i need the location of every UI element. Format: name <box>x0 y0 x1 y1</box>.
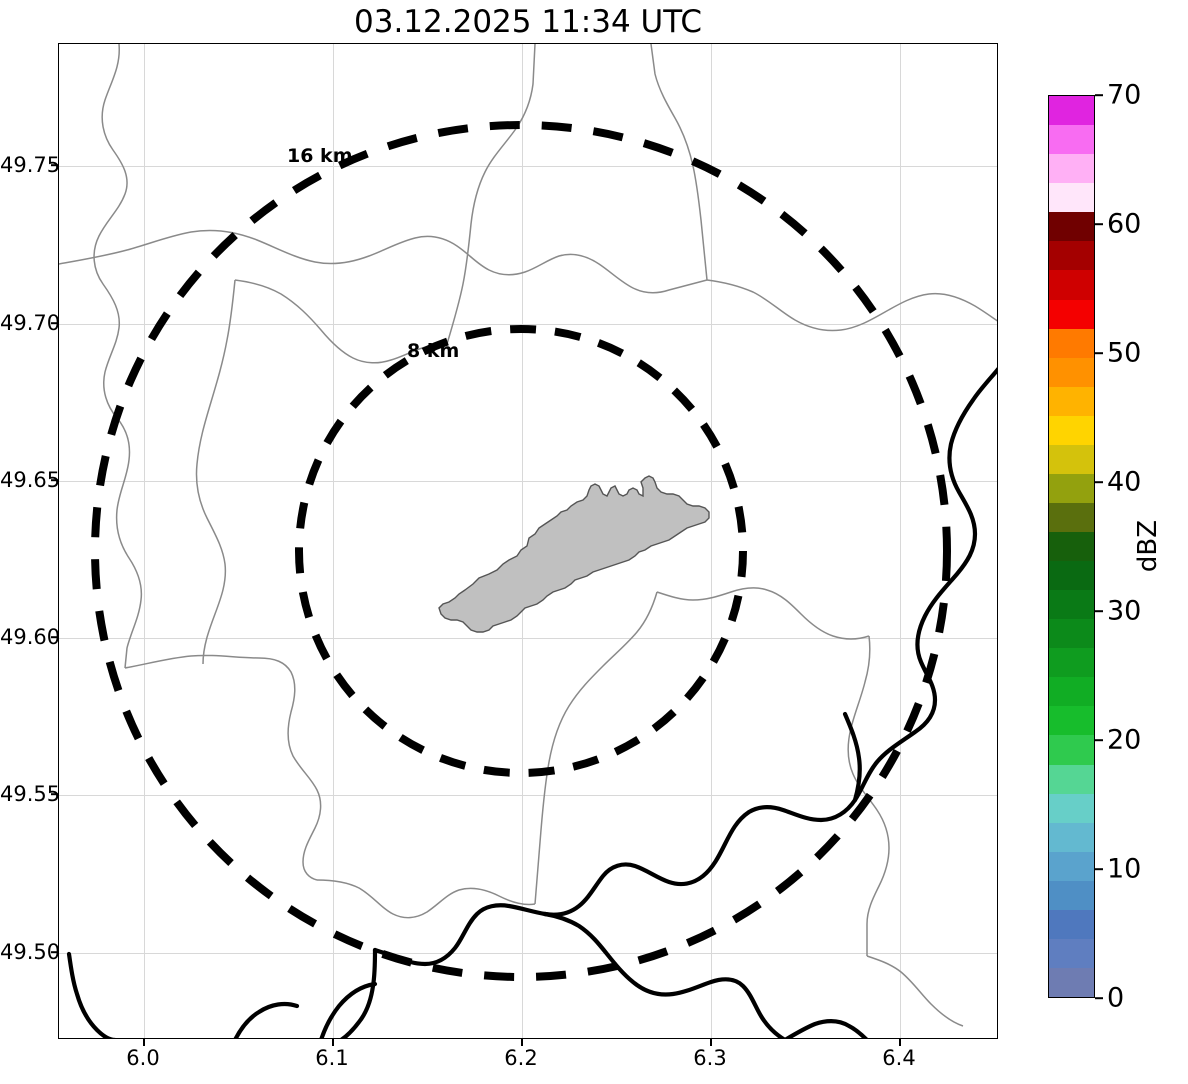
x-tick-mark <box>899 1039 901 1046</box>
colorbar-band <box>1049 241 1094 271</box>
colorbar-band <box>1049 154 1094 184</box>
colorbar-band <box>1049 386 1094 416</box>
x-tick-label: 6.3 <box>693 1046 727 1070</box>
range-ring-label-16km: 16 km <box>287 145 353 167</box>
y-tick-label: 49.65 <box>0 468 61 492</box>
colorbar-band <box>1049 909 1094 939</box>
national-border-lines <box>66 367 997 1038</box>
gridline-horizontal <box>59 638 997 639</box>
colorbar-axis-label: dBZ <box>1133 519 1163 573</box>
x-tick-label: 6.1 <box>315 1046 349 1070</box>
y-tick-label: 49.50 <box>0 940 61 964</box>
gridline-horizontal <box>59 795 997 796</box>
gridline-vertical <box>711 44 712 1038</box>
colorbar-band <box>1049 299 1094 329</box>
colorbar-tick-mark <box>1095 997 1103 999</box>
colorbar-band <box>1049 532 1094 562</box>
colorbar-band <box>1049 851 1094 881</box>
colorbar-tick-mark <box>1095 739 1103 741</box>
colorbar-band <box>1049 270 1094 300</box>
x-tick-mark <box>143 1039 145 1046</box>
x-tick-label: 6.0 <box>126 1046 160 1070</box>
colorbar-tick-label: 50 <box>1107 337 1142 369</box>
colorbar-band <box>1049 793 1094 823</box>
colorbar-tick-mark <box>1095 94 1103 96</box>
colorbar-band <box>1049 502 1094 532</box>
x-tick-mark <box>521 1039 523 1046</box>
x-tick-label: 6.4 <box>882 1046 916 1070</box>
x-tick-mark <box>332 1039 334 1046</box>
colorbar-band <box>1049 96 1094 126</box>
colorbar-band <box>1049 183 1094 213</box>
y-tick-label: 49.60 <box>0 625 61 649</box>
colorbar-tick-label: 70 <box>1107 79 1142 111</box>
gridline-vertical <box>522 44 523 1038</box>
colorbar-band <box>1049 328 1094 358</box>
colorbar-tick-label: 0 <box>1107 982 1125 1014</box>
colorbar-band <box>1049 125 1094 155</box>
gridline-horizontal <box>59 953 997 954</box>
highlighted-area-polygon <box>438 475 710 633</box>
colorbar-band <box>1049 677 1094 707</box>
colorbar-band <box>1049 357 1094 387</box>
colorbar-band <box>1049 735 1094 765</box>
gridline-horizontal <box>59 481 997 482</box>
page-title: 03.12.2025 11:34 UTC <box>354 4 702 40</box>
colorbar-band <box>1049 212 1094 242</box>
map-plot-area[interactable]: 16 km 8 km <box>58 43 998 1039</box>
colorbar-tick-label: 30 <box>1107 595 1142 627</box>
colorbar-tick-mark <box>1095 352 1103 354</box>
gridline-vertical <box>900 44 901 1038</box>
gridline-vertical <box>333 44 334 1038</box>
colorbar-band <box>1049 648 1094 678</box>
y-tick-mark <box>51 636 58 638</box>
colorbar-band <box>1049 706 1094 736</box>
colorbar-band <box>1049 764 1094 794</box>
colorbar-band <box>1049 561 1094 591</box>
colorbar-tick-label: 10 <box>1107 853 1142 885</box>
colorbar[interactable]: 0 10 20 30 40 50 60 70 <box>1048 80 1141 1014</box>
admin-boundary-lines <box>93 44 964 1027</box>
y-tick-label: 49.55 <box>0 782 61 806</box>
colorbar-band <box>1049 590 1094 620</box>
gridline-horizontal <box>59 166 997 167</box>
colorbar-band <box>1049 822 1094 852</box>
colorbar-band <box>1049 473 1094 503</box>
colorbar-tick-mark <box>1095 868 1103 870</box>
gridline-vertical <box>144 44 145 1038</box>
colorbar-band <box>1049 415 1094 445</box>
y-tick-mark <box>51 951 58 953</box>
x-tick-label: 6.2 <box>504 1046 538 1070</box>
colorbar-band <box>1049 938 1094 968</box>
colorbar-tick-mark <box>1095 610 1103 612</box>
map-geometry <box>59 44 997 1038</box>
range-ring-label-8km: 8 km <box>407 340 460 362</box>
x-tick-mark <box>710 1039 712 1046</box>
y-tick-label: 49.75 <box>0 153 61 177</box>
colorbar-tick-label: 40 <box>1107 466 1142 498</box>
colorbar-band <box>1049 967 1094 997</box>
colorbar-band <box>1049 619 1094 649</box>
colorbar-tick-mark <box>1095 223 1103 225</box>
range-ring-8km <box>295 325 747 777</box>
colorbar-tick-mark <box>1095 481 1103 483</box>
y-tick-label: 49.70 <box>0 311 61 335</box>
y-tick-mark <box>51 793 58 795</box>
range-ring-16km <box>91 121 951 981</box>
y-tick-mark <box>51 164 58 166</box>
gridline-horizontal <box>59 324 997 325</box>
y-tick-mark <box>51 322 58 324</box>
y-tick-mark <box>51 479 58 481</box>
colorbar-band <box>1049 444 1094 474</box>
colorbar-band <box>1049 880 1094 910</box>
colorbar-tick-label: 20 <box>1107 724 1142 756</box>
colorbar-gradient-icon <box>1048 95 1095 998</box>
colorbar-tick-label: 60 <box>1107 208 1142 240</box>
